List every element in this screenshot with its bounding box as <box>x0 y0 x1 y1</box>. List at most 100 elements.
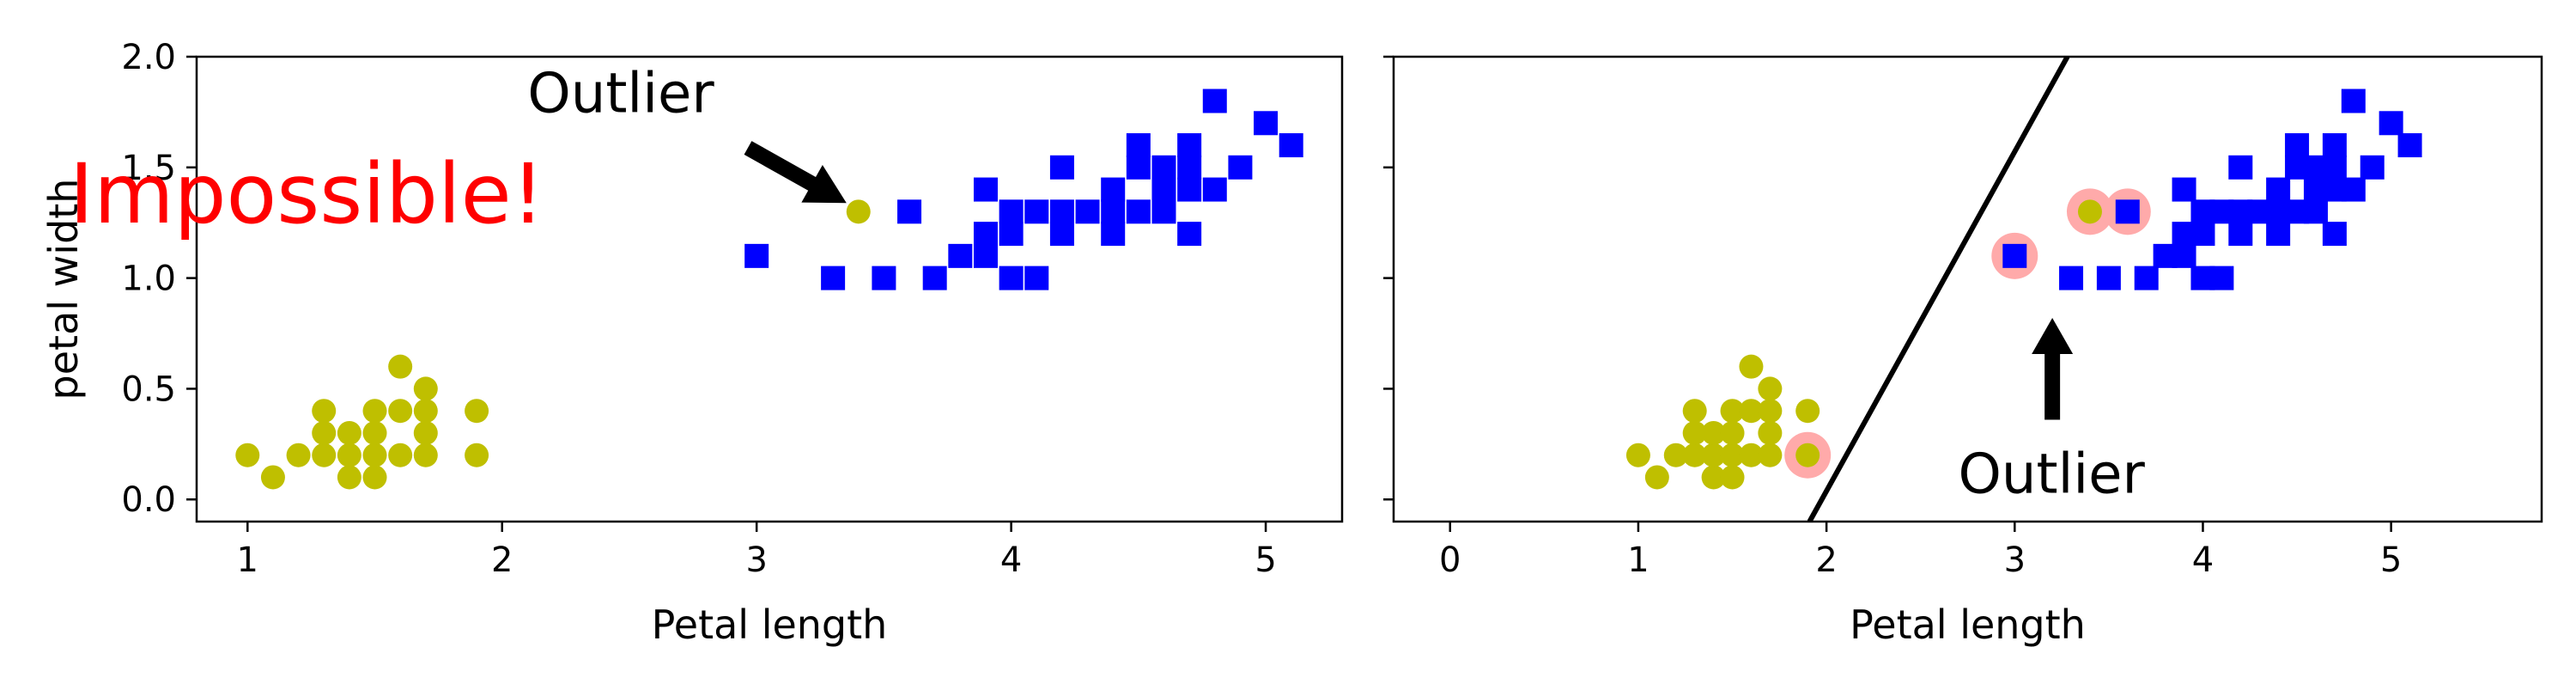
data-point-circle <box>312 443 337 467</box>
data-point-circle <box>465 399 489 424</box>
y-tick-label: 1.5 <box>121 149 176 188</box>
impossible-annotation: Impossible! <box>70 146 544 242</box>
data-point-square <box>1075 199 1100 224</box>
data-point-square <box>999 266 1024 290</box>
data-point-circle <box>337 465 361 490</box>
data-point-circle <box>337 443 361 467</box>
data-point-circle <box>388 399 413 424</box>
x-tick-label: 3 <box>745 540 767 580</box>
data-point-circle <box>1682 399 1707 424</box>
data-point-circle <box>235 443 260 467</box>
x-axis-label: Petal length <box>1850 601 2086 648</box>
data-point-circle <box>1720 443 1745 467</box>
data-point-circle <box>1625 443 1650 467</box>
outlier-annotation: Outlier <box>527 62 714 125</box>
y-tick-label: 0.0 <box>121 480 176 520</box>
data-point-circle <box>362 465 387 490</box>
data-point-circle <box>1758 376 1783 401</box>
data-point-circle <box>1795 443 1820 467</box>
data-point-circle <box>362 420 387 445</box>
x-tick-label: 5 <box>2380 540 2402 580</box>
data-point-circle <box>362 443 387 467</box>
data-point-square <box>1049 155 1074 180</box>
data-point-circle <box>362 399 387 424</box>
data-point-circle <box>1701 443 1726 467</box>
outlier-arrow <box>744 141 847 204</box>
data-point-square <box>744 243 769 268</box>
data-point-square <box>1228 155 1253 180</box>
data-point-square <box>1202 89 1227 113</box>
data-point-circle <box>413 420 438 445</box>
data-point-square <box>2172 243 2196 268</box>
data-point-square <box>2209 266 2234 290</box>
data-point-circle <box>1701 420 1726 445</box>
data-point-square <box>1126 155 1151 180</box>
plot-area <box>1625 57 2422 522</box>
data-point-square <box>999 222 1024 247</box>
data-point-square <box>2228 222 2253 247</box>
x-tick-label: 1 <box>1627 540 1649 580</box>
data-point-circle <box>312 420 337 445</box>
plot-frame <box>1392 55 2543 523</box>
data-point-circle <box>1720 465 1745 490</box>
data-point-square <box>1126 133 1151 158</box>
data-point-square <box>973 177 998 202</box>
data-point-circle <box>1720 399 1745 424</box>
x-tick-label: 2 <box>491 540 513 580</box>
data-point-square <box>1151 177 1176 202</box>
data-point-square <box>2059 266 2084 290</box>
data-point-circle <box>1739 354 1764 379</box>
data-point-square <box>999 199 1024 224</box>
data-point-circle <box>1758 443 1783 467</box>
data-point-square <box>2322 155 2347 180</box>
data-point-square <box>2360 155 2385 180</box>
data-point-square <box>948 243 973 268</box>
data-point-circle <box>1795 399 1820 424</box>
data-point-circle <box>337 420 361 445</box>
chart-left: 1 2 3 4 5 0.0 0.5 1.0 1.5 2.0 Petal length petal wi… <box>40 38 1344 648</box>
y-tick-label: 0.5 <box>121 369 176 409</box>
data-point-square <box>2379 111 2403 136</box>
data-point-square <box>2341 89 2366 113</box>
data-point-square <box>1101 222 1126 247</box>
data-point-circle <box>1701 465 1726 490</box>
data-point-circle <box>260 465 285 490</box>
y-tick-label: 2.0 <box>121 38 176 77</box>
data-point-square <box>1202 177 1227 202</box>
data-point-square <box>2002 243 2027 268</box>
data-point-square <box>2285 133 2310 158</box>
data-point-circle <box>1758 420 1783 445</box>
data-point-square <box>2115 199 2140 224</box>
data-point-circle <box>388 443 413 467</box>
data-point-circle <box>413 443 438 467</box>
outlier-annotation: Outlier <box>1959 443 2146 507</box>
data-point-square <box>2397 133 2422 158</box>
data-point-circle <box>1682 443 1707 467</box>
x-tick-label: 4 <box>1000 540 1022 580</box>
data-point-circle <box>1644 465 1669 490</box>
data-point-square <box>1024 266 1049 290</box>
data-point-square <box>922 266 947 290</box>
x-tick-label: 4 <box>2192 540 2214 580</box>
data-point-square <box>1177 133 1202 158</box>
data-point-square <box>1177 222 1202 247</box>
data-point-square <box>2322 222 2347 247</box>
data-point-square <box>2134 266 2159 290</box>
data-point-circle <box>388 354 413 379</box>
data-point-circle <box>1739 399 1764 424</box>
data-point-square <box>2096 266 2121 290</box>
chart-right: 0 1 2 3 4 5 Petal length Outlier <box>1383 55 2543 648</box>
x-tick-label: 2 <box>1815 540 1837 580</box>
data-point-square <box>872 266 896 290</box>
data-point-circle <box>286 443 311 467</box>
data-point-square <box>2322 133 2347 158</box>
x-tick-label: 5 <box>1255 540 1276 580</box>
data-point-square <box>2341 177 2366 202</box>
data-point-square <box>1177 155 1202 180</box>
data-point-square <box>1254 111 1279 136</box>
data-point-circle <box>413 376 438 401</box>
data-point-square <box>1151 155 1176 180</box>
x-tick-label: 3 <box>2004 540 2026 580</box>
data-point-square <box>1101 199 1126 224</box>
